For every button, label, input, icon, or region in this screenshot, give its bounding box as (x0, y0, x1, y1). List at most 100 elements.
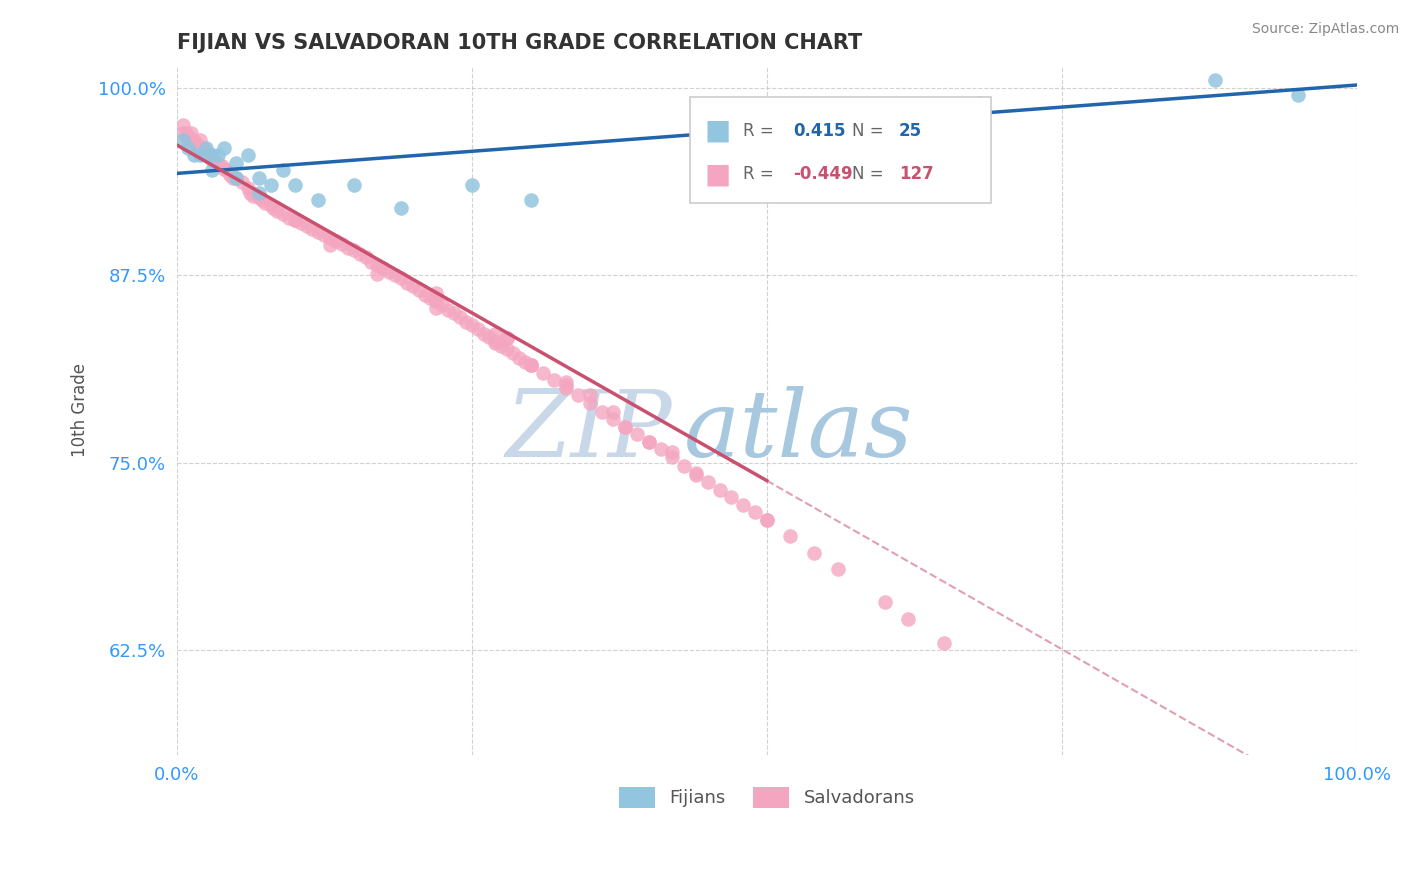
Point (247, 190, 270, 204)
Point (709, 483, 731, 497)
Point (502, 346, 524, 360)
Point (602, 412, 624, 426)
Point (284, 212, 307, 227)
Text: N =: N = (852, 122, 889, 140)
Point (254, 196, 277, 211)
Point (1286, 88, 1309, 103)
Point (195, 148, 218, 162)
Point (425, 293, 447, 308)
Point (242, 189, 264, 203)
Point (247, 170, 270, 185)
Point (614, 419, 637, 434)
Point (247, 186, 270, 200)
Point (425, 301, 447, 316)
Point (484, 334, 506, 349)
Point (520, 194, 543, 208)
Point (467, 322, 489, 336)
Point (236, 181, 259, 195)
Point (555, 377, 578, 392)
Point (201, 148, 224, 162)
Point (349, 247, 371, 261)
Point (188, 144, 211, 158)
Text: 25: 25 (898, 122, 922, 140)
Point (484, 326, 506, 341)
Point (897, 611, 920, 625)
Point (195, 144, 218, 158)
Point (343, 243, 366, 257)
Point (366, 258, 388, 272)
Point (637, 434, 659, 449)
Point (198, 148, 221, 162)
Point (432, 298, 454, 312)
Point (183, 133, 205, 147)
Point (263, 201, 285, 215)
Point (195, 141, 218, 155)
Point (673, 458, 696, 473)
Point (419, 291, 441, 305)
Point (513, 355, 536, 369)
Point (172, 133, 194, 147)
Point (225, 170, 247, 185)
Point (336, 241, 359, 255)
Point (755, 513, 778, 527)
Point (685, 467, 707, 482)
Point (174, 126, 197, 140)
Point (207, 148, 229, 162)
Point (461, 318, 484, 332)
Point (696, 475, 718, 490)
Text: 127: 127 (898, 165, 934, 184)
Point (508, 351, 530, 365)
Point (402, 278, 425, 293)
Text: R =: R = (744, 165, 779, 184)
Point (520, 358, 543, 372)
Point (720, 490, 742, 504)
Point (250, 194, 273, 208)
Point (172, 119, 194, 133)
Point (225, 170, 247, 185)
Point (384, 268, 406, 283)
Point (373, 260, 395, 275)
Point (260, 198, 283, 212)
Point (555, 381, 578, 395)
Point (685, 466, 707, 480)
Point (755, 513, 778, 527)
Point (389, 271, 412, 285)
Point (354, 250, 377, 264)
Point (1204, 73, 1226, 87)
Point (212, 141, 235, 155)
Point (389, 201, 412, 215)
Point (222, 170, 245, 185)
Point (614, 419, 637, 434)
Point (201, 163, 224, 178)
Text: atlas: atlas (685, 386, 914, 476)
Point (207, 156, 229, 170)
Point (325, 234, 347, 248)
Point (201, 153, 224, 167)
Point (932, 635, 955, 649)
Legend: Fijians, Salvadorans: Fijians, Salvadorans (612, 780, 922, 814)
Point (578, 388, 600, 402)
Point (491, 339, 513, 353)
Point (454, 315, 477, 329)
Point (360, 255, 382, 269)
FancyBboxPatch shape (690, 96, 991, 203)
Point (827, 562, 849, 576)
Point (443, 306, 465, 320)
Point (626, 427, 648, 442)
Point (496, 331, 519, 345)
Point (290, 216, 312, 230)
Point (437, 302, 460, 317)
Point (183, 137, 205, 152)
Point (378, 265, 401, 279)
Point (177, 128, 200, 143)
Point (520, 358, 543, 372)
Point (204, 153, 226, 167)
Point (531, 366, 554, 380)
Point (779, 529, 801, 543)
Point (496, 331, 519, 345)
Point (578, 395, 600, 409)
Point (284, 212, 307, 227)
Point (172, 126, 194, 140)
Point (413, 288, 436, 302)
Point (637, 434, 659, 449)
